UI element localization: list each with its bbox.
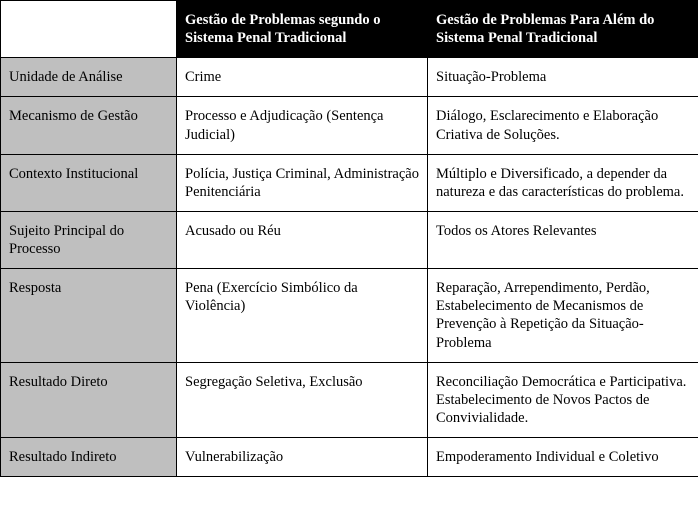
table-row: Resultado Direto Segregação Seletiva, Ex…: [1, 362, 698, 437]
cell-beyond: Múltiplo e Diversificado, a depender da …: [428, 154, 698, 211]
header-col-traditional: Gestão de Problemas segundo o Sistema Pe…: [177, 1, 428, 58]
row-label: Contexto Institucional: [1, 154, 177, 211]
table-row: Mecanismo de Gestão Processo e Adjudicaç…: [1, 97, 698, 154]
cell-traditional: Segregação Seletiva, Exclusão: [177, 362, 428, 437]
table-header-row: Gestão de Problemas segundo o Sistema Pe…: [1, 1, 698, 58]
cell-beyond: Empoderamento Individual e Coletivo: [428, 438, 698, 477]
header-corner-cell: [1, 1, 177, 58]
cell-beyond: Reparação, Arrependimento, Perdão, Estab…: [428, 269, 698, 363]
cell-traditional: Polícia, Justiça Criminal, Administração…: [177, 154, 428, 211]
table-row: Resposta Pena (Exercício Simbólico da Vi…: [1, 269, 698, 363]
cell-traditional: Acusado ou Réu: [177, 211, 428, 268]
row-label: Resultado Indireto: [1, 438, 177, 477]
cell-traditional: Crime: [177, 58, 428, 97]
cell-traditional: Vulnerabilização: [177, 438, 428, 477]
header-col-beyond: Gestão de Problemas Para Além do Sistema…: [428, 1, 698, 58]
cell-beyond: Todos os Atores Relevantes: [428, 211, 698, 268]
table-row: Sujeito Principal do Processo Acusado ou…: [1, 211, 698, 268]
row-label: Mecanismo de Gestão: [1, 97, 177, 154]
table-row: Resultado Indireto Vulnerabilização Empo…: [1, 438, 698, 477]
cell-traditional: Processo e Adjudicação (Sentença Judicia…: [177, 97, 428, 154]
row-label: Resultado Direto: [1, 362, 177, 437]
cell-traditional: Pena (Exercício Simbólico da Violência): [177, 269, 428, 363]
table-row: Unidade de Análise Crime Situação-Proble…: [1, 58, 698, 97]
table-row: Contexto Institucional Polícia, Justiça …: [1, 154, 698, 211]
comparison-table: Gestão de Problemas segundo o Sistema Pe…: [0, 0, 698, 477]
cell-beyond: Situação-Problema: [428, 58, 698, 97]
comparison-table-container: Gestão de Problemas segundo o Sistema Pe…: [0, 0, 698, 477]
row-label: Resposta: [1, 269, 177, 363]
cell-beyond: Reconciliação Democrática e Participativ…: [428, 362, 698, 437]
cell-beyond: Diálogo, Esclarecimento e Elaboração Cri…: [428, 97, 698, 154]
row-label: Unidade de Análise: [1, 58, 177, 97]
row-label: Sujeito Principal do Processo: [1, 211, 177, 268]
